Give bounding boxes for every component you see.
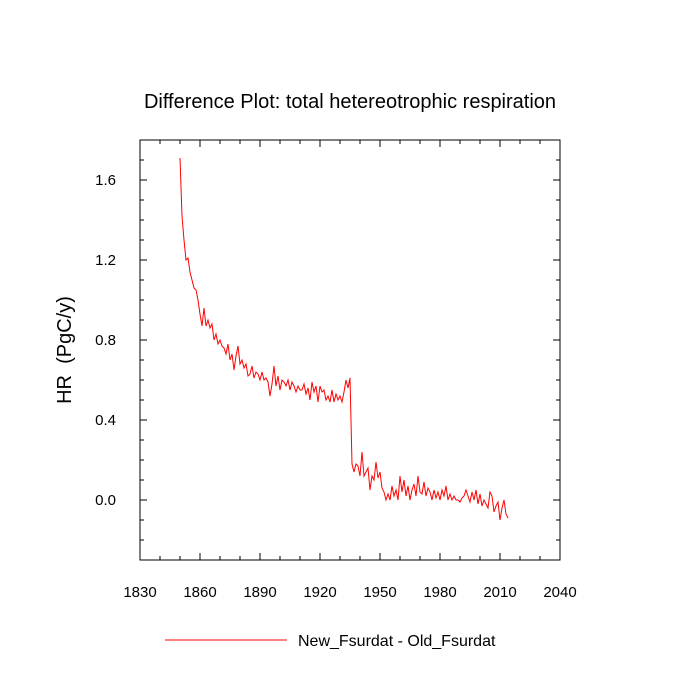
plot-frame	[139, 139, 561, 561]
x-tick-label: 1920	[303, 584, 336, 601]
x-tick-label: 2010	[483, 584, 516, 601]
x-axis-ticks	[139, 140, 561, 560]
x-tick-label: 1860	[183, 584, 216, 601]
y-tick-label: 0.0	[95, 492, 116, 509]
legend-label: New_Fsurdat - Old_Fsurdat	[298, 633, 496, 650]
y-axis-ticks	[140, 139, 560, 561]
x-tick-label: 1890	[243, 584, 276, 601]
y-tick-label: 0.4	[95, 412, 116, 429]
x-tick-label: 1830	[123, 584, 156, 601]
chart-title: Difference Plot: total hetereotrophic re…	[144, 91, 556, 113]
y-axis-tick-labels: 0.0 0.4 0.8 1.2 1.6	[95, 172, 116, 509]
x-tick-label: 2040	[543, 584, 576, 601]
series-line-new-fsurdat-minus-old-fsurdat	[179, 157, 509, 521]
x-axis-tick-labels: 1830 1860 1890 1920 1950 1980 2010 2040	[123, 584, 576, 601]
y-tick-label: 0.8	[95, 332, 116, 349]
y-axis-title: HR (PgC/y)	[54, 296, 76, 404]
y-tick-label: 1.6	[95, 172, 116, 189]
y-tick-label: 1.2	[95, 252, 116, 269]
x-tick-label: 1950	[363, 584, 396, 601]
x-tick-label: 1980	[423, 584, 456, 601]
